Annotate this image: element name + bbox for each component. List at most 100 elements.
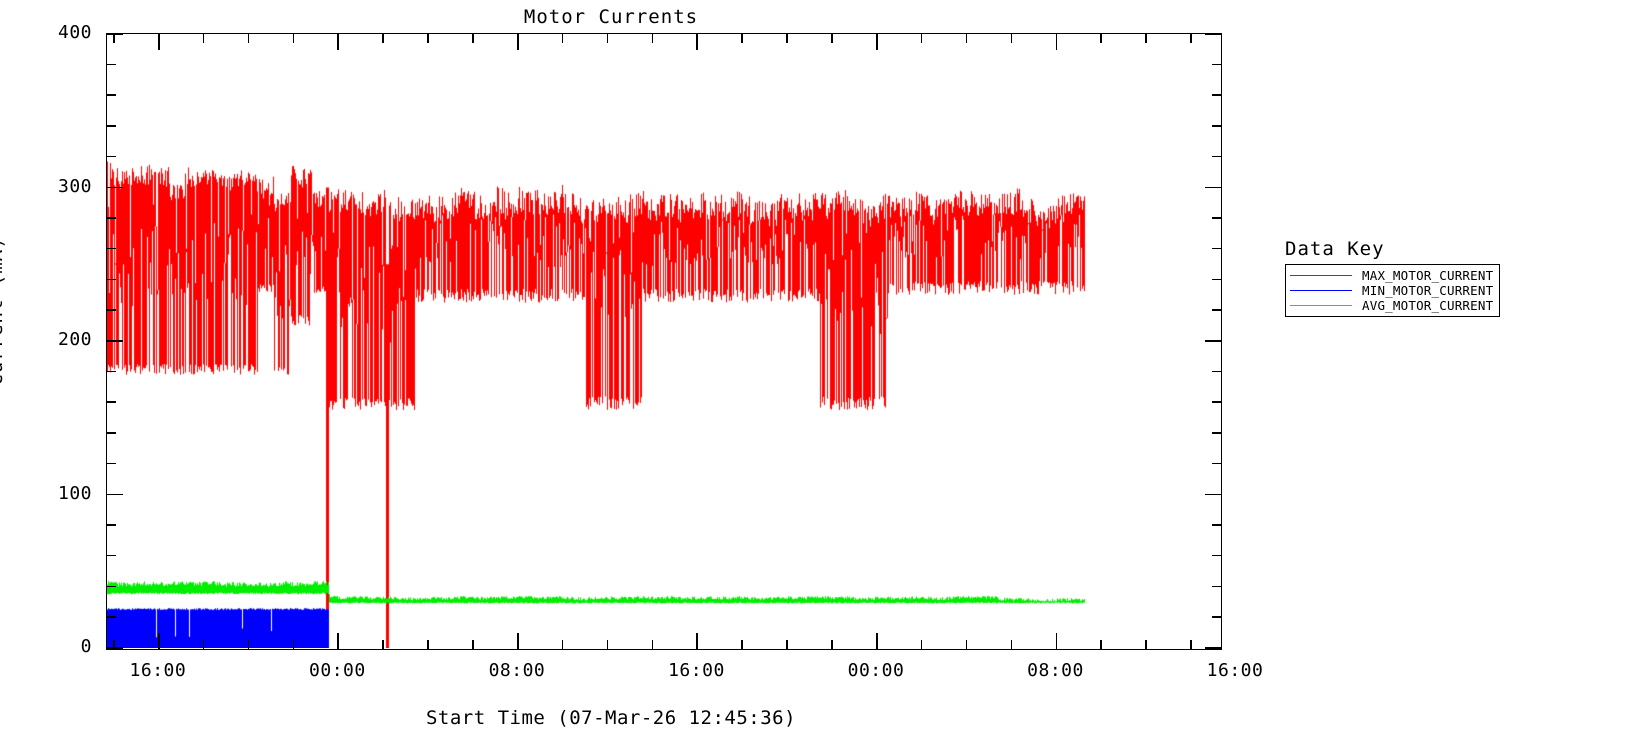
x-axis-tick [741,34,743,43]
x-axis-tick [786,640,788,649]
x-axis-tick [1010,640,1013,649]
x-axis-tick [561,34,564,43]
x-axis-tick [696,34,699,50]
x-axis-tick [1190,640,1192,649]
x-axis-tick [651,640,654,649]
y-axis-tick [107,217,116,219]
legend-item: AVG_MOTOR_CURRENT [1290,298,1493,313]
x-axis-tick-label: 16:00 [1206,660,1264,681]
x-axis-tick [920,640,923,649]
y-axis-tick [1212,278,1221,281]
plot-frame [106,33,1222,650]
y-axis-tick [1212,432,1221,434]
x-axis-tick [1145,34,1147,43]
y-axis-tick [107,524,116,526]
x-axis-tick [875,34,878,50]
legend-color-swatch [1290,275,1352,276]
y-axis-tick [107,309,116,311]
legend-item-label: AVG_MOTOR_CURRENT [1362,298,1494,313]
x-axis-tick [561,640,564,649]
y-axis-tick [107,554,116,557]
legend-item: MIN_MOTOR_CURRENT [1290,283,1493,298]
y-axis-tick [1212,94,1221,96]
legend: Data Key MAX_MOTOR_CURRENT MIN_MOTOR_CURR… [1285,238,1501,317]
y-axis-tick [107,33,123,35]
y-axis-tick [1212,247,1221,250]
x-axis-tick-label: 08:00 [1027,660,1084,681]
y-axis-tick [107,616,116,618]
y-axis-tick [1212,155,1221,158]
y-axis-tick-label: 300 [57,175,92,197]
y-axis-tick [1212,554,1221,557]
legend-color-swatch [1290,305,1352,306]
y-axis-tick-label: 400 [57,22,92,43]
x-axis-tick [516,34,519,50]
x-axis-tick [202,640,205,649]
x-axis-tick [1010,34,1013,43]
y-axis-tick [1205,186,1221,189]
x-axis-tick [920,34,923,43]
legend-item-label: MIN_MOTOR_CURRENT [1362,283,1494,298]
plot-data-area [107,34,1221,649]
y-axis-tick [1212,217,1221,219]
y-axis-tick [1205,340,1221,342]
legend-box: MAX_MOTOR_CURRENT MIN_MOTOR_CURRENT AVG_MO… [1285,264,1501,317]
x-axis-tick-label: 16:00 [668,660,725,681]
y-axis-tick [107,585,116,588]
y-axis-tick [107,647,123,649]
x-axis-tick [1055,34,1058,50]
y-axis-tick [107,155,116,158]
y-axis-tick [107,125,116,127]
y-axis-tick [107,370,116,373]
y-axis-tick [107,401,116,403]
y-axis-tick [107,186,123,189]
x-axis-tick [382,640,384,649]
x-axis-tick [472,34,474,43]
y-axis-title: Current (mA) [0,236,7,386]
y-axis-tick [1212,616,1221,618]
x-axis-tick [292,34,295,43]
x-axis-tick [1190,34,1192,43]
y-axis-tick [1212,370,1221,373]
y-axis-tick [107,432,116,434]
x-axis-tick [831,34,833,43]
legend-color-swatch [1290,290,1352,291]
x-axis-tick [112,34,115,43]
x-axis-tick [157,34,160,50]
y-axis-tick [1212,524,1221,526]
x-axis-tick [337,633,340,649]
series-canvas [107,34,1220,648]
x-axis-tick [382,34,384,43]
y-axis-tick [1212,63,1221,66]
x-axis-tick [1100,34,1102,43]
x-axis-tick [472,640,474,649]
y-axis-tick [1212,401,1221,403]
x-axis-tick [202,34,205,43]
x-axis-tick [427,640,429,649]
x-axis-tick [965,34,968,43]
legend-title: Data Key [1285,238,1385,260]
y-axis-tick [1212,462,1221,465]
x-axis-tick [831,640,833,649]
legend-item: MAX_MOTOR_CURRENT [1290,268,1493,283]
plot-title: Motor Currents [523,6,699,28]
x-axis-tick [1145,640,1147,649]
y-axis-tick [1212,309,1221,311]
y-axis-tick [1205,647,1221,649]
y-axis-tick [1212,585,1221,588]
x-axis-tick [741,640,743,649]
y-axis-tick-label: 200 [57,329,92,350]
x-axis-tick [427,34,429,43]
x-axis-tick [247,34,250,43]
y-axis-tick [107,493,123,496]
x-axis-tick [516,633,519,649]
y-axis-tick [1212,125,1221,127]
x-axis-tick [965,640,968,649]
x-axis-tick [247,640,250,649]
y-axis-tick [1205,33,1221,35]
x-axis-tick [1100,640,1102,649]
x-axis-tick [1055,633,1058,649]
y-axis-tick [107,247,116,250]
x-axis-tick-label: 16:00 [129,660,187,681]
